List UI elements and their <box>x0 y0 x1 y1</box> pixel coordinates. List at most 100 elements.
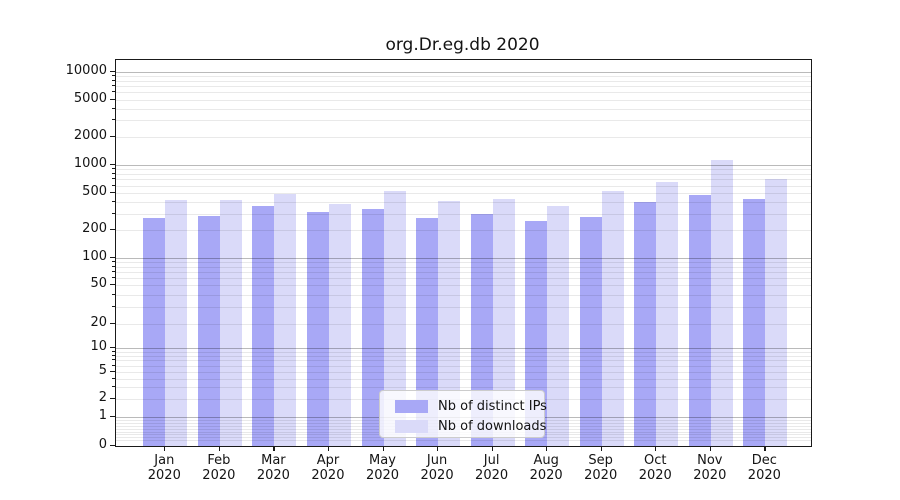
y-minor-tick-mark <box>112 168 115 170</box>
y-minor-tick-mark <box>112 386 115 388</box>
y-tick-label: 10 <box>90 339 107 354</box>
x-tick-label: Nov 2020 <box>682 453 738 483</box>
y-tick-label: 1 <box>98 408 107 423</box>
bar-downloads-feb <box>219 200 242 446</box>
minor-gridline <box>116 173 811 175</box>
y-minor-tick-mark <box>112 293 115 295</box>
minor-gridline <box>116 306 811 308</box>
y-tick-label: 5000 <box>73 90 107 106</box>
x-tick-label-line: 2020 <box>584 468 618 483</box>
x-tick-label-line: 2020 <box>475 468 509 483</box>
y-tick-label: 50 <box>90 276 107 292</box>
y-minor-tick-mark <box>112 184 115 186</box>
bar-ips-apr <box>306 212 329 446</box>
x-tick-label-line: 2020 <box>256 468 290 483</box>
minor-gridline <box>116 169 811 171</box>
bar-downloads-mar <box>274 194 297 446</box>
x-tick-label: Apr 2020 <box>300 453 356 483</box>
x-tick-mark <box>491 446 493 451</box>
minor-gridline <box>116 99 811 101</box>
y-minor-tick-mark <box>112 107 115 109</box>
y-minor-tick-mark <box>112 398 115 400</box>
y-minor-tick-mark <box>112 135 115 137</box>
x-tick-label-line: Sep <box>588 453 613 468</box>
x-tick-label-line: Jan <box>154 453 175 468</box>
y-minor-tick-mark <box>112 261 115 263</box>
x-tick-label: Oct 2020 <box>627 453 683 483</box>
x-tick-label-line: Mar <box>261 453 286 468</box>
y-tick-mark <box>110 71 115 73</box>
x-tick-label: Dec 2020 <box>736 453 792 483</box>
bar-ips-mar <box>252 206 275 446</box>
bar-ips-aug <box>525 221 548 446</box>
y-minor-tick-mark <box>112 354 115 356</box>
bar-ips-dec <box>743 198 766 446</box>
bar-ips-jan <box>143 217 166 446</box>
x-tick-label-line: Jun <box>426 453 448 468</box>
y-minor-tick-mark <box>112 277 115 279</box>
x-tick-label: Sep 2020 <box>573 453 629 483</box>
y-minor-tick-mark <box>112 377 115 379</box>
x-tick-label-line: Aug <box>533 453 559 468</box>
x-tick-label: Aug 2020 <box>518 453 574 483</box>
major-gridline <box>116 348 811 349</box>
x-tick-mark <box>709 446 711 451</box>
y-tick-mark <box>110 416 115 418</box>
bar-downloads-may <box>383 190 406 446</box>
bar-downloads-dec <box>765 179 788 446</box>
x-tick-label-line: Oct <box>644 453 667 468</box>
bar-ips-may <box>361 208 384 446</box>
y-minor-tick-mark <box>112 371 115 372</box>
x-tick-label-line: May <box>369 453 396 468</box>
y-tick-label: 0 <box>98 437 107 452</box>
bar-downloads-aug <box>547 206 570 446</box>
bar-downloads-sep <box>601 190 624 446</box>
y-minor-tick-mark <box>112 364 115 366</box>
x-tick-label-line: 2020 <box>202 468 236 483</box>
x-tick-mark <box>164 446 166 451</box>
legend-row-downloads: Nb of downloads <box>395 418 546 435</box>
minor-gridline <box>116 285 811 287</box>
bar-downloads-apr <box>328 203 351 446</box>
y-tick-mark <box>110 445 115 447</box>
y-minor-tick-mark <box>112 85 115 87</box>
y-tick-label: 2 <box>98 390 107 406</box>
minor-gridline <box>116 294 811 296</box>
y-tick-mark <box>110 257 115 259</box>
x-tick-label: May 2020 <box>355 453 411 483</box>
y-tick-label: 500 <box>82 184 107 200</box>
y-minor-tick-mark <box>112 305 115 307</box>
y-minor-tick-mark <box>112 172 115 174</box>
bar-downloads-jul <box>492 199 515 446</box>
x-tick-label-line: Nov <box>697 453 723 468</box>
bar-ips-oct <box>634 201 657 446</box>
minor-gridline <box>116 202 811 204</box>
major-gridline <box>116 72 811 73</box>
y-minor-tick-mark <box>112 98 115 100</box>
minor-gridline <box>116 365 811 367</box>
minor-gridline <box>116 136 811 138</box>
x-tick-label-line: 2020 <box>638 468 672 483</box>
bar-ips-jul <box>470 213 493 446</box>
minor-gridline <box>116 378 811 380</box>
bar-downloads-oct <box>656 181 679 446</box>
minor-gridline <box>116 120 811 122</box>
legend-label-downloads: Nb of downloads <box>438 419 547 434</box>
y-minor-tick-mark <box>112 201 115 203</box>
bar-downloads-nov <box>710 160 733 446</box>
y-minor-tick-mark <box>112 212 115 214</box>
minor-gridline <box>116 355 811 357</box>
x-tick-label-line: 2020 <box>311 468 345 483</box>
plot-area: Nb of distinct IPs Nb of downloads <box>115 59 812 447</box>
x-tick-label: Jun 2020 <box>409 453 465 483</box>
y-minor-tick-mark <box>112 359 115 361</box>
x-tick-label-line: Feb <box>207 453 231 468</box>
y-tick-label: 1000 <box>73 155 107 171</box>
y-minor-tick-mark <box>112 322 115 324</box>
x-tick-label-line: 2020 <box>420 468 454 483</box>
legend-row-distinct-ips: Nb of distinct IPs <box>395 398 547 415</box>
y-tick-mark <box>110 347 115 349</box>
y-minor-tick-mark <box>112 271 115 273</box>
minor-gridline <box>116 278 811 280</box>
y-tick-label: 2000 <box>73 127 107 143</box>
